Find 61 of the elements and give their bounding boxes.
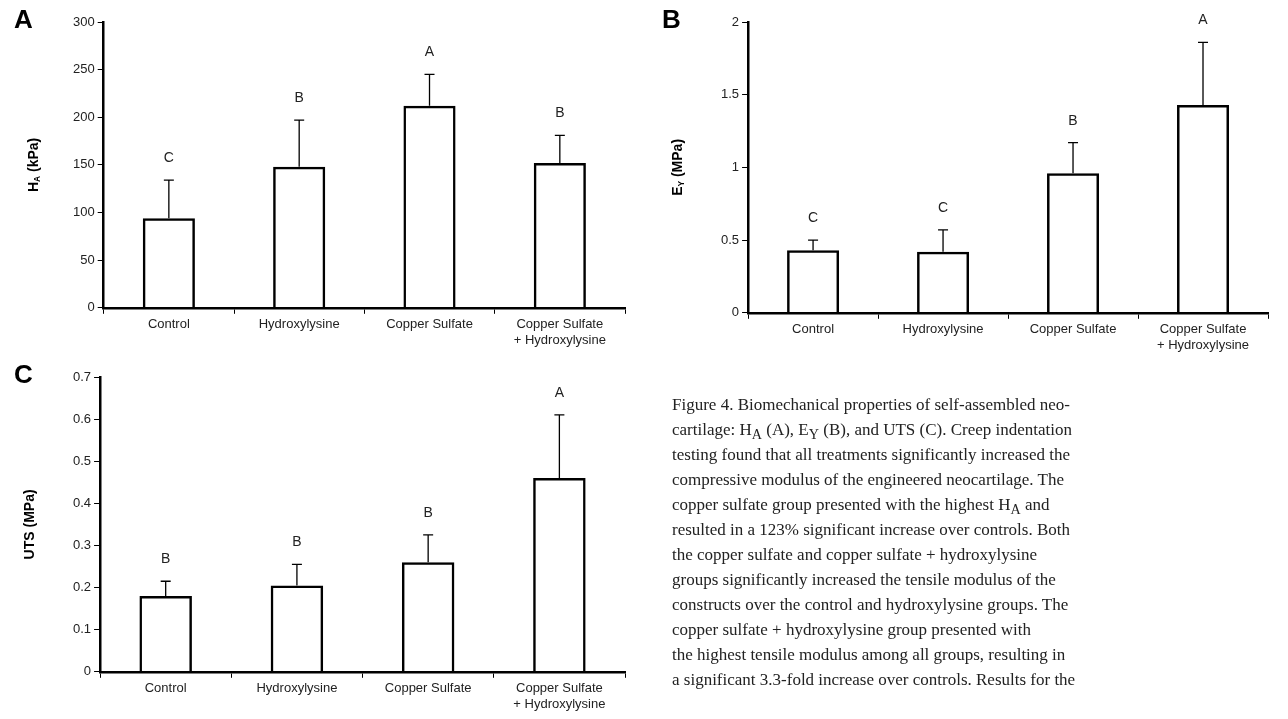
y-tick-label: 0.6	[72, 410, 92, 426]
annotation: C	[937, 198, 949, 215]
y-tick-label: 2	[731, 13, 740, 29]
y-axis-title: EY (MPa)	[668, 138, 686, 196]
text: copper sulfate group presented with the highest H$_{A}$ and	[672, 494, 1051, 518]
y-tick-label: 0	[83, 663, 92, 679]
y-tick-label: 0.5	[720, 231, 740, 247]
chart-title: C	[14, 359, 33, 390]
x-tick-label: Copper Sulfate	[384, 680, 472, 696]
annotation: C	[163, 149, 174, 165]
y-tick-label: 0	[87, 299, 95, 315]
y-tick-label: 50	[80, 251, 95, 267]
y-tick-label: 200	[72, 108, 95, 124]
text: testing found that all treatments significantly increased the	[672, 444, 1071, 466]
annotation: B	[161, 550, 171, 567]
x-tick-label: Copper Sulfate	[386, 316, 473, 332]
x-tick-label: Hydroxylysine	[256, 680, 338, 696]
text: compressive modulus of the engineered neocartilage. The	[672, 469, 1065, 491]
x-tick-label: Copper Sulfate + Hydroxylysine	[513, 680, 606, 711]
annotation: B	[423, 503, 433, 520]
y-tick-label: 150	[72, 156, 95, 172]
x-tick-label: Copper Sulfate + Hydroxylysine	[1156, 321, 1250, 352]
x-tick-label: Copper Sulfate	[1029, 321, 1117, 337]
annotation: B	[1068, 111, 1078, 128]
text: constructs over the control and hydroxylysine groups. The	[672, 594, 1070, 616]
x-tick-label: Hydroxylysine	[258, 316, 340, 332]
y-tick-label: 1.5	[720, 86, 740, 102]
annotation: B	[294, 88, 304, 105]
y-tick-label: 100	[72, 204, 95, 220]
annotation: C	[808, 208, 819, 225]
y-axis-title: UTS (MPa)	[20, 489, 37, 560]
y-tick-label: 0.3	[72, 537, 92, 553]
text: resulted in a 123% significant increase over controls. Both	[672, 519, 1071, 541]
chart-title: B	[662, 4, 681, 35]
annotation: A	[1198, 11, 1209, 28]
text: groups significantly increased the tensile modulus of the	[672, 569, 1057, 591]
x-tick-label: Control	[144, 680, 187, 696]
x-tick-label: Copper Sulfate + Hydroxylysine	[513, 316, 606, 347]
text: a significant 3.3-fold increase over controls. Results for the	[672, 669, 1077, 691]
text: cartilage: H$_{A}$ (A), E$_{Y}$ (B), and UTS (C). Creep indentation	[672, 419, 1074, 443]
text: the highest tensile modulus among all groups, resulting in	[672, 644, 1067, 666]
annotation: B	[292, 533, 302, 550]
text: the copper sulfate and copper sulfate + hydroxylysine	[672, 544, 1039, 566]
caption: Figure 4. Biomechanical properties of self-assembled neo-	[672, 394, 1071, 416]
y-tick-label: 300	[72, 13, 95, 29]
y-tick-label: 0.4	[72, 494, 92, 510]
y-tick-label: 0.2	[72, 579, 92, 595]
y-tick-label: 0.7	[72, 368, 92, 384]
y-tick-label: 0.1	[72, 621, 92, 637]
chart-title: A	[14, 4, 33, 35]
y-tick-label: 0	[731, 304, 740, 320]
annotation: A	[554, 383, 565, 400]
x-tick-label: Control	[147, 316, 190, 332]
y-tick-label: 250	[72, 61, 95, 77]
y-tick-label: 1	[731, 158, 740, 174]
annotation: B	[555, 104, 565, 121]
y-tick-label: 0.5	[72, 452, 92, 468]
text: copper sulfate + hydroxylysine group presented with	[672, 619, 1032, 641]
x-tick-label: Hydroxylysine	[902, 321, 984, 337]
x-tick-label: Control	[792, 321, 835, 337]
annotation: A	[424, 43, 435, 60]
